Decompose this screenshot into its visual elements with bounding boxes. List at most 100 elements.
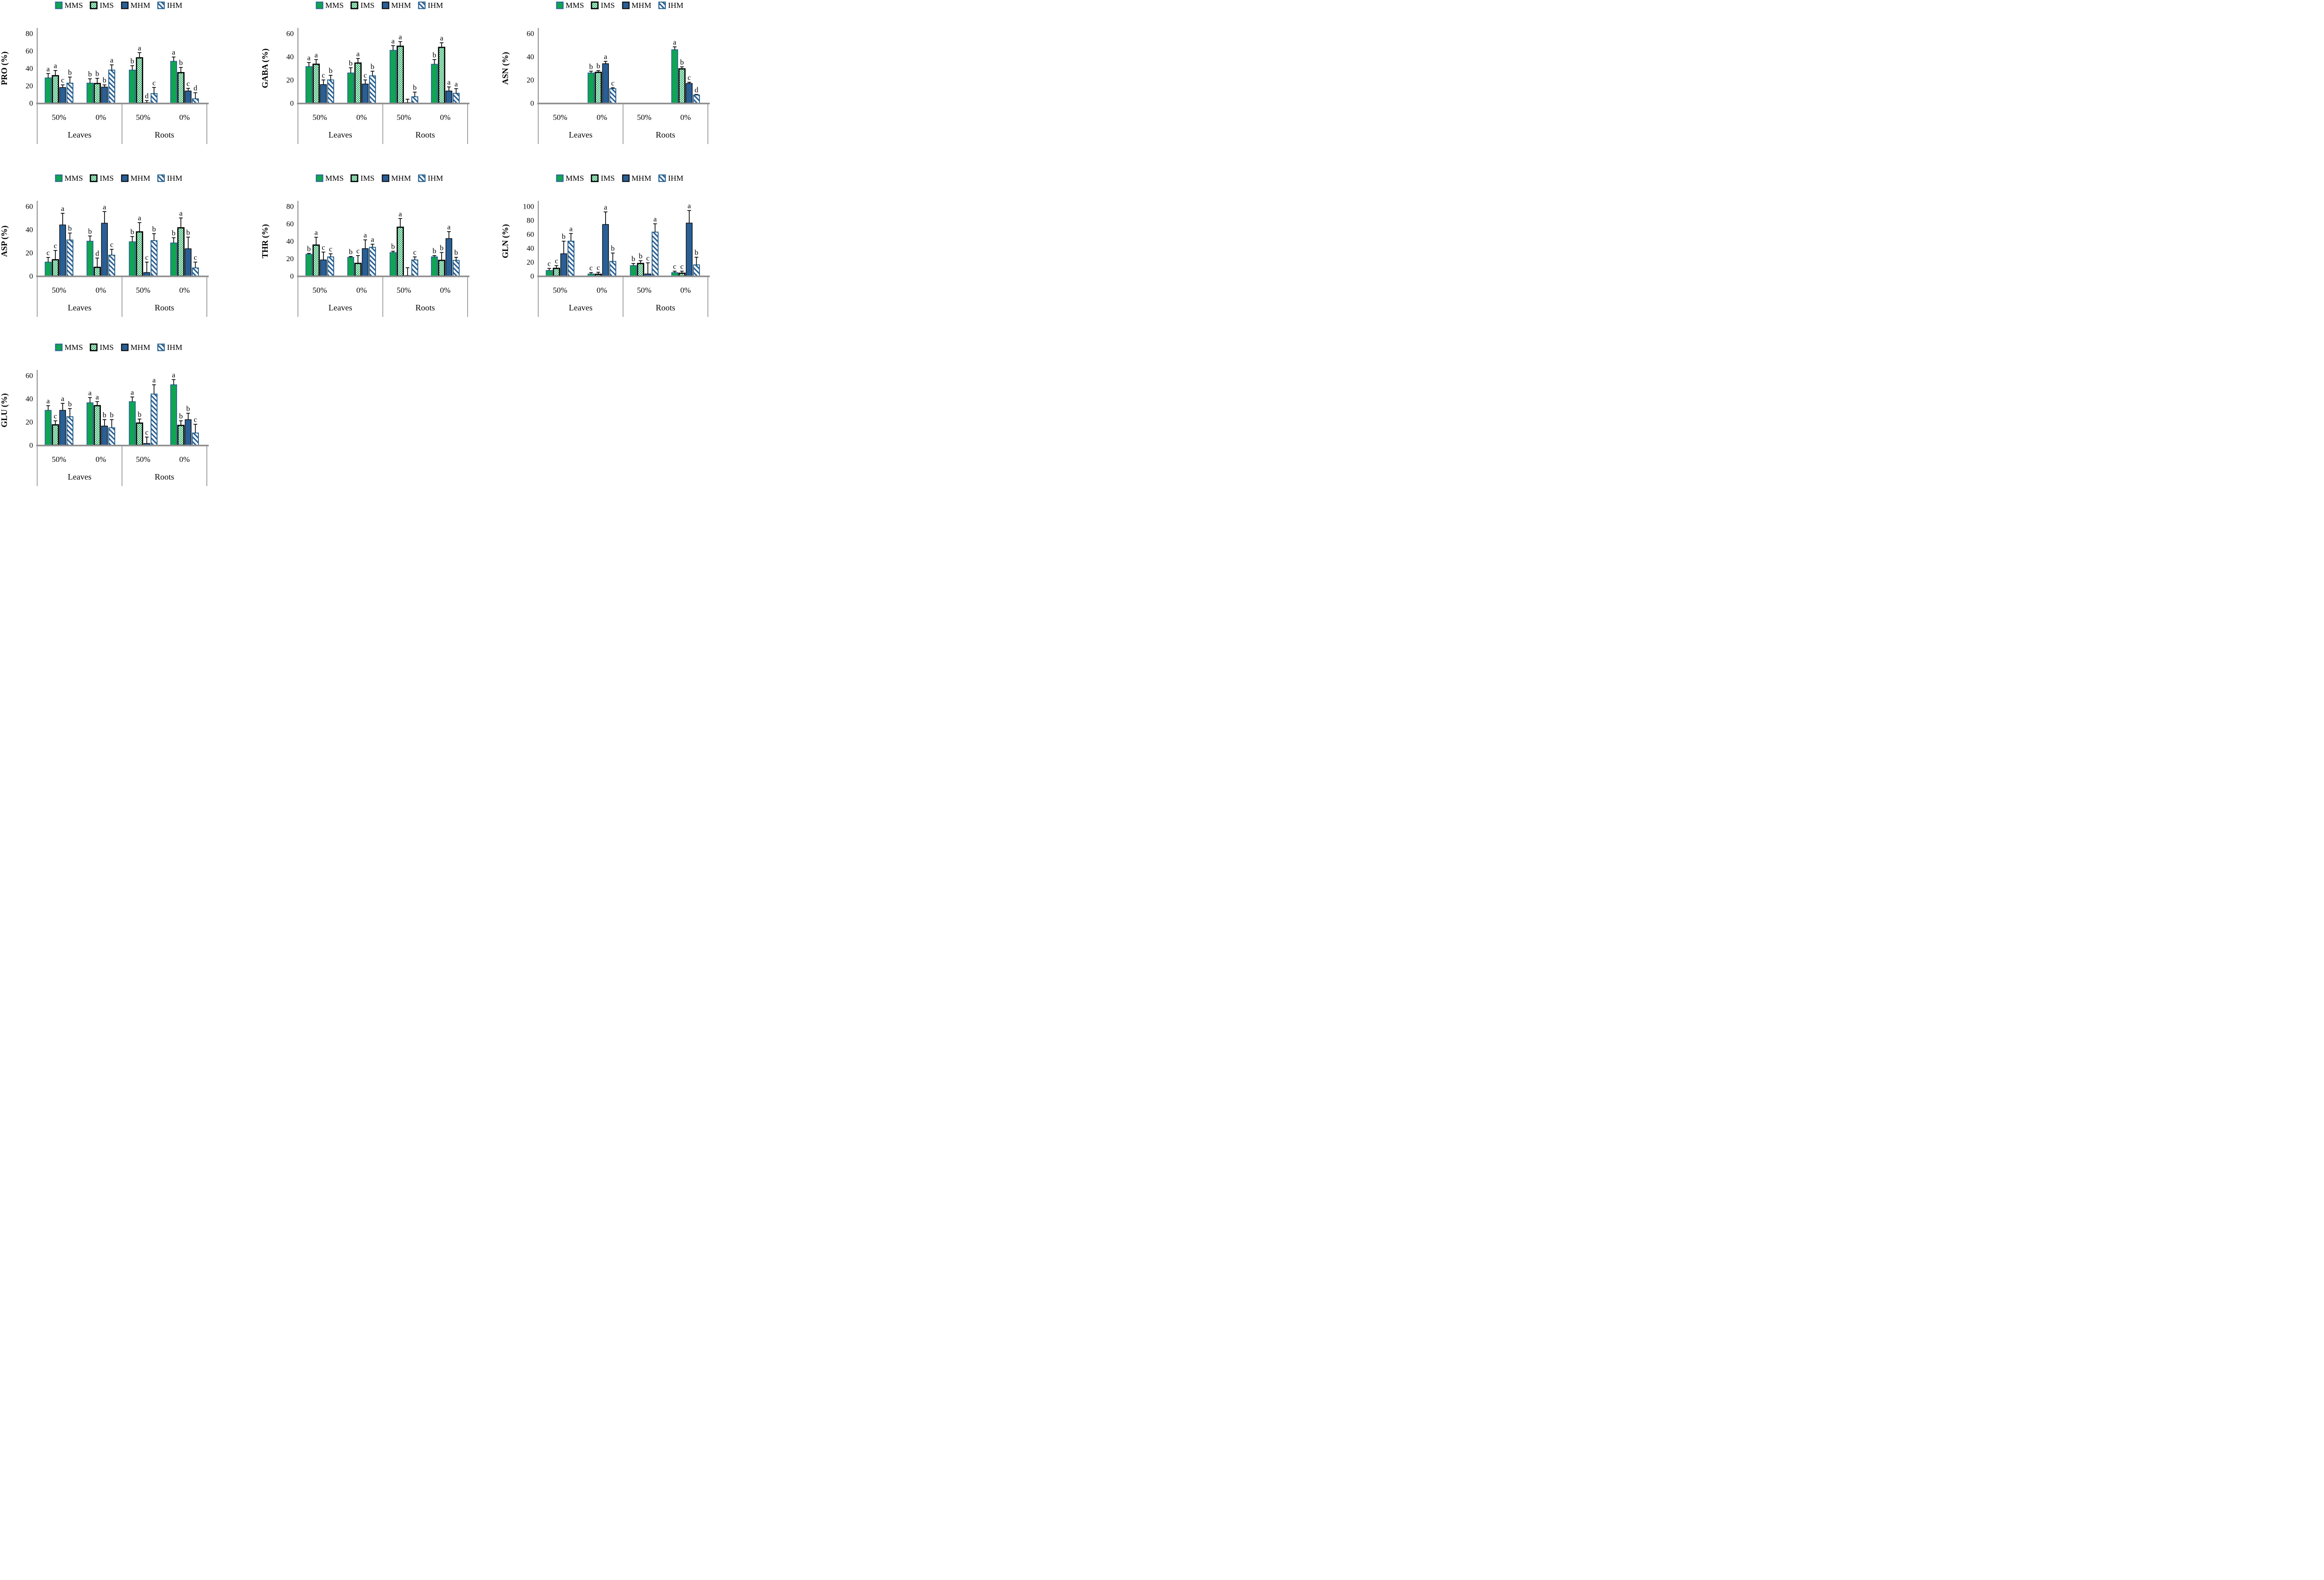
significance-letter: b — [68, 225, 72, 233]
significance-letter: c — [687, 74, 691, 82]
significance-letter: b — [611, 245, 614, 253]
legend-label: MMS — [565, 0, 584, 10]
glu-error-bars — [46, 379, 198, 444]
mhm-swatch-icon — [121, 343, 129, 351]
thr-bar-mms-roots-0% — [431, 256, 438, 276]
legend-item-mhm: MHM — [121, 343, 150, 351]
irrigation-label: 0% — [597, 286, 607, 295]
irrigation-label: 0% — [680, 113, 691, 122]
irrigation-label: 0% — [357, 113, 367, 122]
significance-letter: a — [88, 389, 92, 397]
legend-item-mhm: MHM — [622, 174, 651, 182]
significance-letter: b — [186, 405, 190, 413]
gln-bar-ihm-leaves-50% — [567, 241, 574, 276]
x-axis-baseline — [297, 103, 469, 105]
mms-swatch-icon — [556, 174, 564, 182]
gln-bar-mhm-leaves-50% — [560, 253, 567, 276]
legend-label: MHM — [130, 0, 151, 10]
x-axis-baseline — [537, 103, 710, 105]
asp-bars — [45, 223, 199, 277]
significance-letter: b — [152, 225, 156, 233]
significance-letter: a — [604, 204, 607, 211]
pro-bar-ims-roots-0% — [177, 72, 185, 104]
significance-letter: c — [54, 413, 57, 421]
irrigation-label: 0% — [440, 286, 451, 295]
legend-item-mms: MMS — [556, 1, 584, 9]
irrigation-label: 50% — [312, 113, 327, 122]
pro-bar-mhm-leaves-0% — [101, 86, 108, 104]
significance-letter: b — [440, 244, 443, 252]
significance-letter: c — [363, 72, 367, 79]
y-tick-label: 0 — [29, 273, 33, 281]
mms-swatch-icon — [55, 1, 63, 9]
irrigation-label: 50% — [52, 113, 66, 122]
significance-letter: b — [103, 77, 106, 85]
significance-letter: a — [363, 231, 367, 239]
significance-letter: c — [145, 429, 148, 437]
asp-y-axis-title: ASP (%) — [0, 225, 9, 257]
significance-letter: a — [315, 51, 318, 59]
legend-item-mms: MMS — [556, 174, 584, 182]
legend-label: IMS — [360, 173, 375, 183]
legend-label: IMS — [360, 0, 375, 10]
irrigation-label: 0% — [597, 113, 607, 122]
asp-bar-mhm-roots-0% — [185, 248, 191, 276]
gln-chart-panel: MMS IMS MHM IHM GLN (%) 0 20 40 60 80 100 c c b a c c a b b… — [501, 173, 715, 319]
y-tick-label: 80 — [286, 203, 294, 211]
ihm-swatch-icon — [658, 174, 666, 182]
mms-swatch-icon — [316, 174, 324, 182]
pro-bar-ims-leaves-0% — [93, 83, 101, 104]
pro-legend: MMS IMS MHM IHM — [28, 0, 209, 10]
significance-letter: a — [357, 50, 360, 58]
gln-error-bars — [547, 210, 699, 275]
pro-bar-mhm-roots-0% — [185, 91, 191, 104]
irrigation-label: 0% — [179, 286, 190, 295]
significance-letter: d — [145, 92, 149, 100]
legend-item-ihm: IHM — [157, 174, 182, 182]
tissue-label: Leaves — [68, 472, 92, 481]
significance-letter: a — [307, 54, 310, 62]
gaba-bar-mms-roots-0% — [431, 64, 438, 104]
pro-bar-ihm-roots-50% — [150, 93, 158, 104]
significance-letter: c — [680, 263, 684, 271]
tissue-label: Roots — [416, 303, 435, 312]
gaba-legend: MMS IMS MHM IHM — [289, 0, 470, 10]
thr-bar-ihm-leaves-0% — [369, 247, 376, 276]
asp-bar-mms-leaves-0% — [86, 241, 93, 276]
irrigation-label: 0% — [96, 455, 106, 464]
gaba-bar-mms-leaves-0% — [347, 72, 354, 104]
gaba-bar-ihm-roots-50% — [411, 96, 418, 104]
asn-bar-mms-leaves-0% — [588, 72, 594, 104]
significance-letter: c — [110, 241, 113, 249]
asp-bar-ims-roots-0% — [177, 227, 185, 277]
legend-item-ims: IMS — [591, 174, 615, 182]
gaba-bar-ims-roots-0% — [438, 46, 446, 104]
gaba-y-axis-title: GABA (%) — [261, 48, 270, 88]
significance-letter: b — [413, 84, 416, 92]
irrigation-label: 50% — [637, 113, 651, 122]
gln-bar-mhm-roots-0% — [686, 223, 693, 276]
y-tick-label: 60 — [286, 30, 294, 38]
significance-letter: b — [329, 67, 332, 75]
asp-bar-ihm-roots-50% — [150, 240, 158, 276]
asp-bar-ims-leaves-0% — [93, 266, 101, 277]
legend-item-mms: MMS — [55, 343, 83, 351]
glu-bar-mms-roots-50% — [129, 401, 136, 446]
legend-item-mhm: MHM — [121, 0, 151, 10]
significance-letter: c — [322, 72, 325, 79]
significance-letter: b — [694, 249, 698, 257]
pro-chart-panel: MMS IMS MHM IHM PRO (%) 0 20 40 60 80 a a c b b b b a b a d c… — [0, 0, 214, 146]
x-axis-baseline — [537, 276, 710, 277]
glu-bar-ims-roots-50% — [136, 422, 144, 446]
significance-letter: a — [61, 395, 64, 403]
mms-swatch-icon — [316, 1, 324, 9]
significance-letter: b — [391, 243, 395, 251]
y-tick-label: 60 — [527, 30, 534, 38]
glu-bar-mms-leaves-0% — [86, 402, 93, 446]
significance-letter: a — [46, 65, 50, 73]
significance-letter: b — [179, 59, 183, 67]
